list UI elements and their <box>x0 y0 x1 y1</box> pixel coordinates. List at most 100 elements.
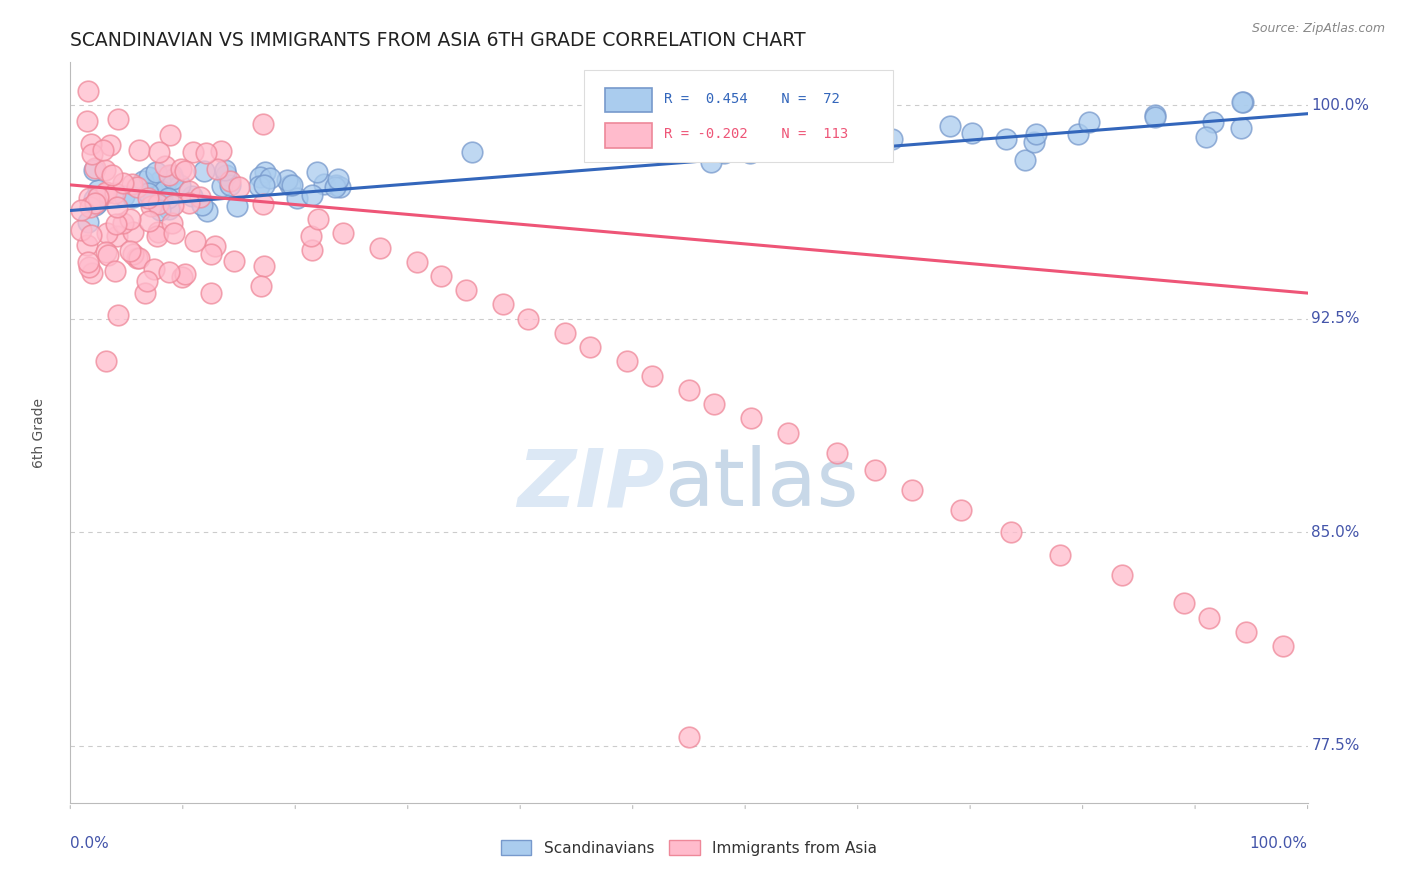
Point <box>405 254 427 268</box>
Point <box>938 119 960 133</box>
Point <box>1232 95 1254 110</box>
Point <box>107 308 129 322</box>
Point <box>460 145 482 160</box>
Point <box>105 229 128 244</box>
Point <box>94 162 117 177</box>
Point <box>950 502 973 516</box>
Point <box>254 165 277 179</box>
Point <box>456 283 478 297</box>
Point <box>105 200 128 214</box>
Point <box>200 247 222 261</box>
Text: Source: ZipAtlas.com: Source: ZipAtlas.com <box>1251 22 1385 36</box>
Point <box>579 340 602 354</box>
Point <box>157 202 180 216</box>
Point <box>145 165 167 179</box>
Point <box>80 228 103 243</box>
Point <box>146 197 169 211</box>
Point <box>170 161 193 176</box>
Point <box>200 286 222 301</box>
Point <box>162 172 184 186</box>
Point <box>157 169 180 183</box>
Point <box>278 178 301 192</box>
Point <box>122 246 145 260</box>
Point <box>80 137 103 152</box>
Point <box>1195 130 1218 145</box>
Point <box>83 163 105 178</box>
Point <box>141 183 163 197</box>
Point <box>127 179 149 194</box>
Point <box>122 225 145 239</box>
Point <box>870 120 893 134</box>
Text: 0.0%: 0.0% <box>70 836 110 851</box>
Point <box>285 191 308 205</box>
Point <box>155 159 177 173</box>
Text: 100.0%: 100.0% <box>1250 836 1308 851</box>
Point <box>104 186 127 200</box>
Bar <box>605 123 652 147</box>
Point <box>325 179 347 194</box>
Point <box>94 354 117 368</box>
Point <box>157 191 180 205</box>
Text: 85.0%: 85.0% <box>1312 524 1360 540</box>
Point <box>83 195 105 210</box>
Point <box>76 113 98 128</box>
Point <box>1230 95 1253 110</box>
Point <box>1014 153 1036 167</box>
Point <box>222 254 245 268</box>
Point <box>703 397 725 411</box>
Point <box>1234 624 1257 639</box>
Point <box>713 146 735 161</box>
Point <box>900 483 922 497</box>
Text: 77.5%: 77.5% <box>1312 739 1360 754</box>
Point <box>211 179 233 194</box>
Point <box>111 216 134 230</box>
Point <box>87 183 110 197</box>
Point <box>838 133 860 147</box>
Point <box>128 144 150 158</box>
Point <box>125 251 148 265</box>
Point <box>1198 611 1220 625</box>
Point <box>149 203 172 218</box>
Point <box>1025 127 1047 141</box>
Point <box>91 143 114 157</box>
Point <box>1077 114 1099 128</box>
Point <box>142 261 165 276</box>
Point <box>76 237 98 252</box>
Point <box>641 368 664 383</box>
Point <box>87 190 110 204</box>
Legend: Scandinavians, Immigrants from Asia: Scandinavians, Immigrants from Asia <box>495 834 883 862</box>
Point <box>174 163 197 178</box>
Point <box>1000 525 1022 540</box>
Point <box>332 227 354 241</box>
Point <box>325 178 347 193</box>
Point <box>104 264 127 278</box>
Point <box>209 145 232 159</box>
Point <box>96 226 118 240</box>
Point <box>299 228 322 243</box>
Point <box>107 112 129 127</box>
Point <box>307 212 329 227</box>
Point <box>995 132 1018 146</box>
Point <box>700 155 723 169</box>
Point <box>145 229 167 244</box>
Point <box>77 191 100 205</box>
Point <box>136 186 159 201</box>
Point <box>252 197 274 211</box>
Point <box>148 225 170 239</box>
Point <box>678 383 700 397</box>
Point <box>517 311 540 326</box>
Point <box>86 196 108 211</box>
Point <box>554 326 576 340</box>
Point <box>195 204 218 219</box>
Point <box>181 189 204 203</box>
Point <box>160 216 183 230</box>
Point <box>70 222 93 236</box>
Point <box>77 215 100 229</box>
Point <box>100 169 122 183</box>
Point <box>112 188 135 202</box>
Point <box>149 174 172 188</box>
FancyBboxPatch shape <box>583 70 893 162</box>
Point <box>120 211 142 226</box>
Point <box>314 177 336 191</box>
Point <box>138 214 160 228</box>
